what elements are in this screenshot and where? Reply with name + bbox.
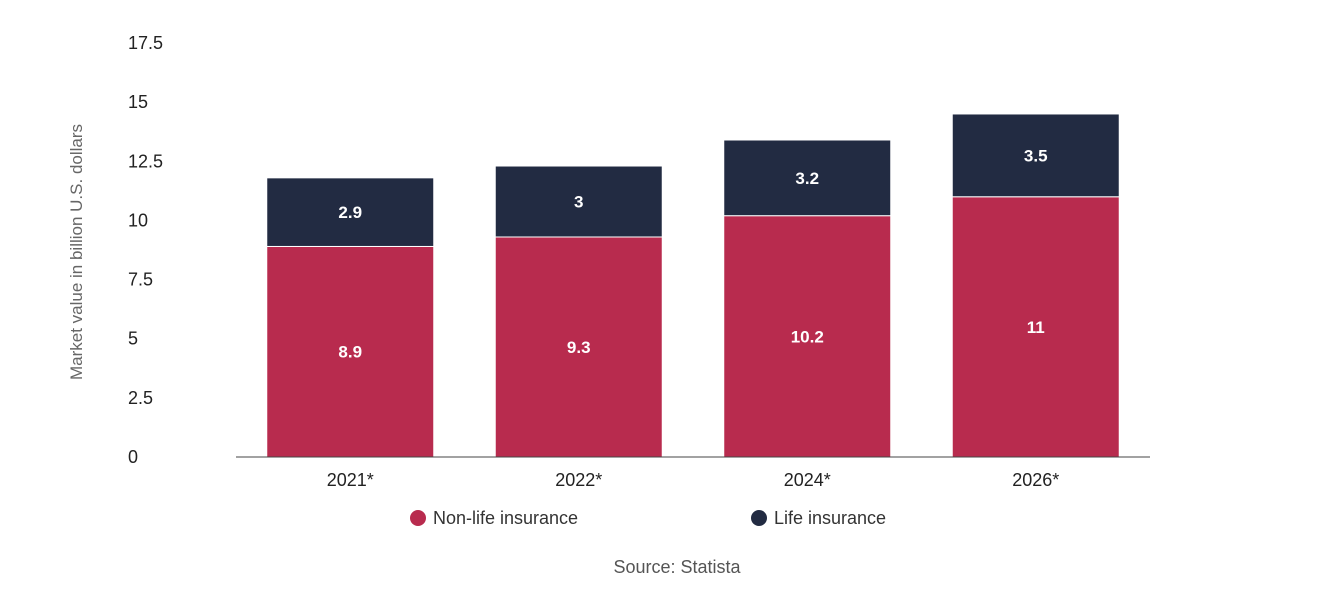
- data-label: 2.9: [338, 203, 362, 222]
- y-tick-label: 12.5: [128, 151, 163, 171]
- legend-item-life: Life insurance: [751, 508, 886, 528]
- legend-marker: [410, 510, 426, 526]
- x-tick-label: 2021*: [327, 470, 374, 490]
- data-label: 3.5: [1024, 146, 1048, 165]
- bar-non-life-0: [266, 245, 435, 458]
- bar-non-life-2: [723, 215, 892, 458]
- legend-marker: [751, 510, 767, 526]
- y-tick-label: 7.5: [128, 270, 153, 290]
- bar-life-3: [951, 113, 1120, 198]
- data-label: 8.9: [338, 343, 362, 362]
- data-label: 3: [574, 193, 583, 212]
- y-axis-label: Market value in billion U.S. dollars: [67, 124, 86, 380]
- data-label: 10.2: [791, 327, 824, 346]
- source-note: Source: Statista: [613, 557, 741, 577]
- x-tick-label: 2024*: [784, 470, 831, 490]
- bar-life-1: [494, 165, 663, 238]
- y-tick-label: 2.5: [128, 388, 153, 408]
- bar-life-2: [723, 139, 892, 217]
- legend-label: Non-life insurance: [433, 508, 578, 528]
- y-tick-label: 0: [128, 447, 138, 467]
- bar-life-0: [266, 177, 435, 247]
- data-label: 11: [1027, 318, 1045, 337]
- data-label: 3.2: [795, 169, 819, 188]
- y-tick-label: 15: [128, 92, 148, 112]
- y-tick-label: 17.5: [128, 33, 163, 53]
- y-tick-label: 10: [128, 210, 148, 230]
- x-tick-label: 2022*: [555, 470, 602, 490]
- data-label: 9.3: [567, 338, 591, 357]
- legend-item-non-life: Non-life insurance: [410, 508, 578, 528]
- bar-non-life-3: [951, 196, 1120, 458]
- y-tick-label: 5: [128, 329, 138, 349]
- legend-label: Life insurance: [774, 508, 886, 528]
- x-tick-label: 2026*: [1012, 470, 1059, 490]
